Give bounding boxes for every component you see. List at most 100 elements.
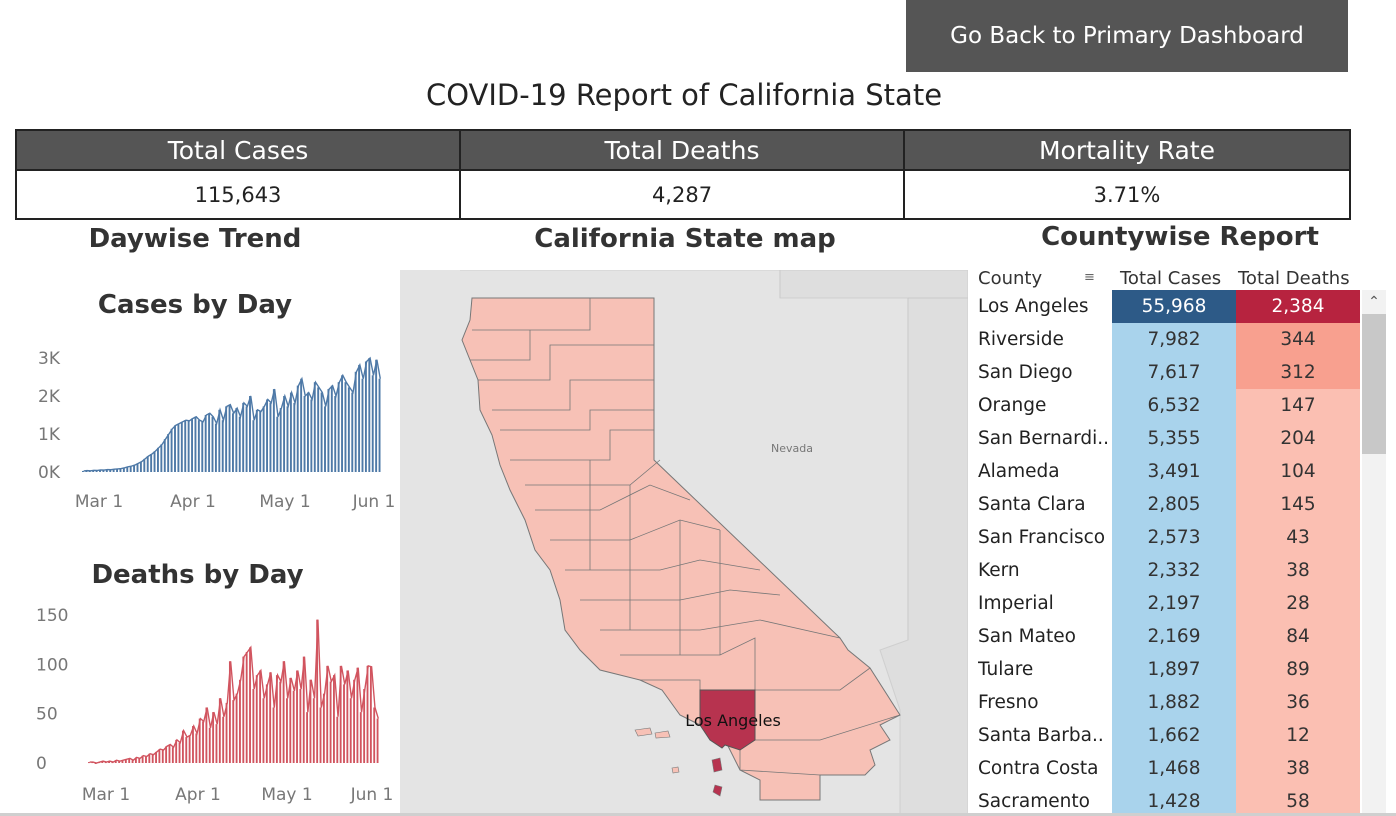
bar[interactable] bbox=[272, 707, 275, 764]
bar[interactable] bbox=[157, 447, 159, 472]
bar[interactable] bbox=[185, 737, 188, 763]
bar[interactable] bbox=[255, 409, 258, 472]
bar[interactable] bbox=[363, 689, 366, 763]
bar[interactable] bbox=[313, 382, 316, 472]
table-row[interactable]: Orange 6,532 147 bbox=[971, 389, 1361, 422]
bar[interactable] bbox=[296, 385, 299, 472]
table-row[interactable]: San Bernardi.. 5,355 204 bbox=[971, 422, 1361, 455]
bar[interactable] bbox=[262, 406, 265, 472]
table-row[interactable]: Sacramento 1,428 58 bbox=[971, 785, 1361, 816]
bar[interactable] bbox=[344, 382, 347, 472]
bar[interactable] bbox=[368, 358, 371, 472]
bar[interactable] bbox=[366, 665, 369, 763]
bar[interactable] bbox=[320, 392, 323, 472]
county-table[interactable]: County ≡ Total Cases Total Deaths Los An… bbox=[971, 268, 1391, 816]
bar[interactable] bbox=[181, 730, 184, 763]
table-row[interactable]: Alameda 3,491 104 bbox=[971, 455, 1361, 488]
bar[interactable] bbox=[296, 670, 298, 764]
bar[interactable] bbox=[198, 718, 201, 763]
bar[interactable] bbox=[205, 707, 208, 764]
los-angeles-county[interactable] bbox=[699, 689, 756, 751]
county-table-scrollbar[interactable]: ⌃ bbox=[1362, 290, 1386, 816]
table-row[interactable]: Los Angeles 55,968 2,384 bbox=[971, 290, 1361, 323]
bar[interactable] bbox=[339, 665, 342, 763]
cases-by-day-chart[interactable]: 0K 1K 2K 3K Mar 1 Apr 1 May 1 Jun 1 bbox=[20, 350, 400, 520]
bar[interactable] bbox=[212, 712, 215, 763]
bar[interactable] bbox=[195, 733, 198, 763]
bar[interactable] bbox=[317, 387, 320, 472]
bar[interactable] bbox=[148, 753, 151, 763]
california-map[interactable]: Nevada bbox=[400, 270, 968, 816]
bar[interactable] bbox=[228, 404, 231, 472]
bar[interactable] bbox=[265, 684, 268, 763]
table-row[interactable]: San Francisco 2,573 43 bbox=[971, 521, 1361, 554]
bar[interactable] bbox=[356, 667, 359, 763]
bar[interactable] bbox=[150, 454, 153, 472]
bar[interactable] bbox=[151, 754, 154, 763]
bar[interactable] bbox=[201, 421, 204, 472]
bar[interactable] bbox=[299, 689, 302, 763]
bar[interactable] bbox=[192, 726, 194, 763]
bar[interactable] bbox=[286, 406, 289, 472]
deaths-by-day-chart[interactable]: 0 50 100 150 Mar 1 Apr 1 May 1 Jun 1 bbox=[20, 605, 400, 810]
bar[interactable] bbox=[279, 408, 282, 472]
bar[interactable] bbox=[124, 759, 127, 763]
bar[interactable] bbox=[170, 428, 173, 472]
bar[interactable] bbox=[330, 385, 333, 472]
bar[interactable] bbox=[369, 666, 372, 763]
bar[interactable] bbox=[336, 716, 339, 763]
bar[interactable] bbox=[146, 456, 149, 472]
bar[interactable] bbox=[275, 675, 278, 763]
bar[interactable] bbox=[215, 724, 218, 763]
bar[interactable] bbox=[249, 647, 251, 763]
bar[interactable] bbox=[378, 378, 381, 472]
bar[interactable] bbox=[269, 402, 272, 472]
bar[interactable] bbox=[218, 409, 221, 472]
bar[interactable] bbox=[128, 758, 131, 763]
bar[interactable] bbox=[300, 378, 303, 472]
header-county[interactable]: County bbox=[978, 268, 1043, 289]
bar[interactable] bbox=[347, 387, 350, 472]
bar[interactable] bbox=[232, 700, 235, 763]
table-row[interactable]: Fresno 1,882 36 bbox=[971, 686, 1361, 719]
bar[interactable] bbox=[158, 749, 161, 763]
bar[interactable] bbox=[184, 420, 187, 472]
bar[interactable] bbox=[187, 420, 190, 472]
bar[interactable] bbox=[337, 382, 340, 472]
bar[interactable] bbox=[235, 693, 238, 763]
bar[interactable] bbox=[309, 679, 312, 763]
bar[interactable] bbox=[359, 712, 362, 763]
scroll-thumb[interactable] bbox=[1362, 314, 1386, 454]
bar[interactable] bbox=[153, 451, 156, 472]
bar[interactable] bbox=[373, 707, 376, 764]
bar[interactable] bbox=[272, 389, 275, 472]
bar[interactable] bbox=[82, 470, 84, 472]
bar[interactable] bbox=[319, 707, 322, 764]
bar[interactable] bbox=[312, 698, 315, 763]
bar[interactable] bbox=[266, 399, 268, 472]
bar[interactable] bbox=[92, 470, 95, 472]
bar[interactable] bbox=[327, 389, 330, 472]
bar[interactable] bbox=[204, 415, 207, 472]
bar[interactable] bbox=[252, 689, 255, 763]
bar[interactable] bbox=[326, 665, 329, 763]
table-row[interactable]: Tulare 1,897 89 bbox=[971, 653, 1361, 686]
bar[interactable] bbox=[160, 444, 163, 472]
bar[interactable] bbox=[161, 750, 164, 763]
bar[interactable] bbox=[202, 721, 204, 763]
bar[interactable] bbox=[353, 679, 356, 763]
bar[interactable] bbox=[238, 416, 241, 472]
bar[interactable] bbox=[376, 718, 379, 763]
bar[interactable] bbox=[126, 466, 129, 472]
bar[interactable] bbox=[329, 681, 332, 763]
table-row[interactable]: Contra Costa 1,468 38 bbox=[971, 752, 1361, 785]
table-row[interactable]: Santa Barba.. 1,662 12 bbox=[971, 719, 1361, 752]
table-row[interactable]: San Mateo 2,169 84 bbox=[971, 620, 1361, 653]
bar[interactable] bbox=[194, 416, 197, 472]
bar[interactable] bbox=[322, 693, 325, 763]
bar[interactable] bbox=[171, 747, 174, 763]
bar[interactable] bbox=[163, 439, 166, 472]
bar[interactable] bbox=[197, 420, 200, 472]
bar[interactable] bbox=[235, 408, 238, 472]
bar[interactable] bbox=[109, 469, 112, 472]
